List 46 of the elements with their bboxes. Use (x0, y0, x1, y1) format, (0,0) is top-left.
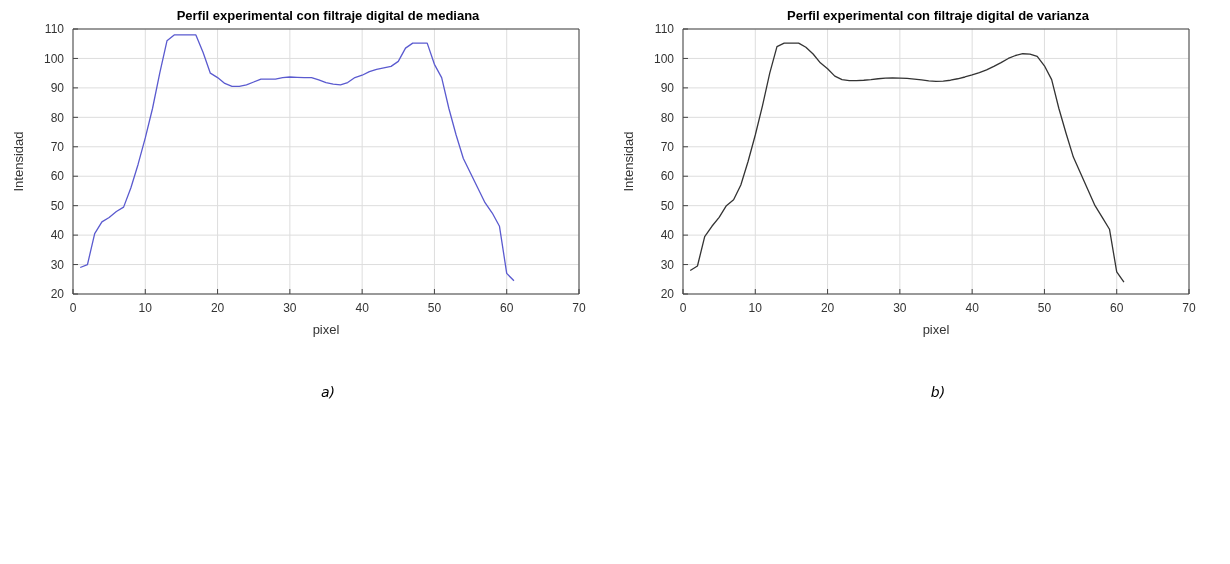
x-tick-label: 40 (965, 300, 980, 315)
x-tick-label: 60 (500, 300, 514, 315)
x-tick-label: 70 (1182, 300, 1196, 315)
x-tick-label: 60 (1110, 300, 1124, 315)
y-tick-label: 30 (50, 257, 65, 272)
chart-title: Perfil experimental con filtraje digital de varianza (787, 8, 1089, 24)
y-tick-label: 90 (50, 81, 65, 96)
x-tick-label: 10 (138, 300, 153, 315)
y-axis-title: Intensidad (620, 131, 636, 192)
y-tick-label: 20 (660, 287, 675, 302)
x-tick-label: 20 (820, 300, 835, 315)
y-tick-label: 50 (50, 198, 65, 213)
x-tick-label: 0 (679, 300, 687, 315)
chart-title: Perfil experimental con filtraje digital de mediana (176, 8, 480, 24)
y-tick-label: 80 (660, 110, 675, 125)
y-tick-label: 30 (660, 257, 675, 272)
x-tick-label: 70 (572, 300, 586, 315)
y-tick-label: 20 (50, 287, 65, 302)
x-axis-title: pixel (312, 322, 340, 337)
y-tick-label: 100 (653, 51, 675, 66)
y-axis-title: Intensidad (10, 131, 26, 192)
y-tick-label: 60 (50, 169, 65, 184)
y-tick-label: 90 (660, 81, 675, 96)
y-tick-label: 50 (660, 198, 675, 213)
y-tick-label: 40 (50, 228, 65, 243)
y-tick-label: 60 (660, 169, 675, 184)
x-tick-label: 20 (210, 300, 225, 315)
y-tick-label: 100 (43, 51, 65, 66)
x-tick-label: 30 (893, 300, 907, 315)
y-tick-label: 110 (44, 22, 65, 37)
x-tick-label: 0 (69, 300, 77, 315)
y-tick-label: 80 (50, 110, 65, 125)
x-tick-label: 30 (283, 300, 297, 315)
x-tick-label: 50 (427, 300, 442, 315)
x-tick-label: 40 (355, 300, 370, 315)
x-tick-label: 50 (1037, 300, 1052, 315)
line-series (689, 42, 1125, 283)
line-series (79, 34, 515, 282)
y-tick-label: 70 (50, 140, 65, 155)
x-tick-label: 10 (748, 300, 763, 315)
x-axis-title: pixel (922, 322, 950, 337)
y-tick-label: 40 (660, 228, 675, 243)
y-tick-label: 70 (660, 140, 675, 155)
text: a) (320, 384, 336, 400)
y-tick-label: 110 (654, 22, 675, 37)
text: b) (930, 384, 946, 400)
